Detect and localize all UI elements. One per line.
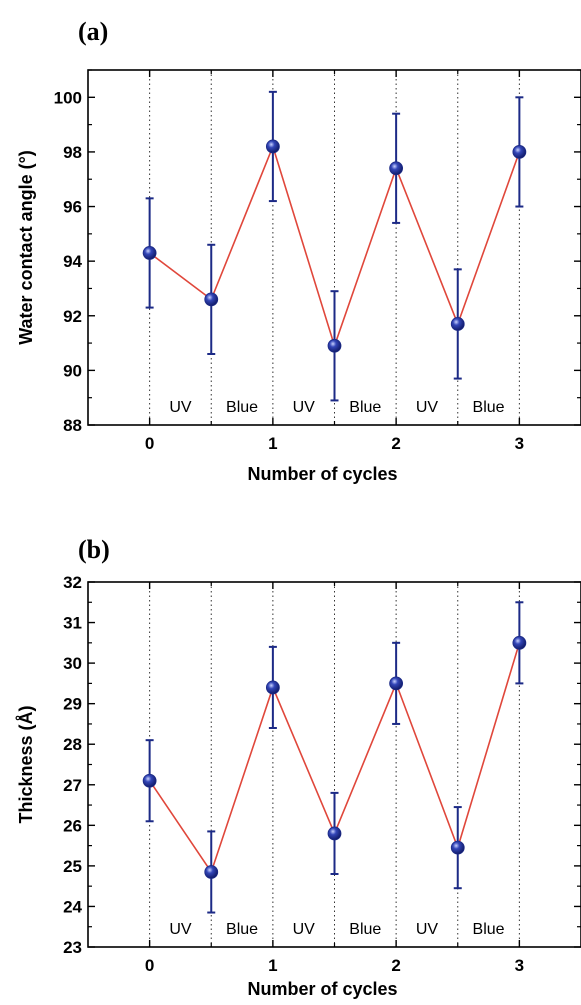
panel-label: (b)	[78, 535, 110, 564]
region-label: Blue	[349, 921, 381, 938]
x-tick-label: 3	[515, 956, 524, 975]
data-point	[142, 773, 157, 788]
y-tick-label: 98	[63, 143, 82, 162]
region-label: Blue	[226, 399, 258, 416]
y-tick-label: 30	[63, 654, 82, 673]
data-point	[327, 338, 342, 353]
data-point	[204, 865, 219, 879]
x-tick-label: 0	[145, 956, 154, 975]
data-point	[327, 826, 342, 841]
x-tick-label: 2	[391, 434, 400, 453]
y-tick-label: 88	[63, 416, 82, 435]
panel-label: (a)	[78, 17, 108, 46]
data-point	[512, 635, 527, 650]
x-tick-label: 0	[145, 434, 154, 453]
region-label: UV	[293, 399, 316, 416]
y-tick-label: 92	[63, 307, 82, 326]
data-point	[204, 292, 219, 307]
region-label: Blue	[349, 399, 381, 416]
y-tick-label: 25	[63, 857, 82, 876]
y-tick-label: 96	[63, 198, 82, 217]
y-axis-title: Water contact angle (°)	[16, 150, 36, 345]
region-label: UV	[169, 399, 192, 416]
data-point	[265, 139, 280, 154]
x-tick-label: 1	[268, 434, 277, 453]
y-tick-label: 26	[63, 816, 82, 835]
region-label: Blue	[473, 921, 505, 938]
region-label: UV	[416, 921, 439, 938]
x-tick-label: 3	[515, 434, 524, 453]
y-tick-label: 94	[63, 252, 82, 271]
data-point	[265, 680, 280, 695]
y-tick-label: 28	[63, 735, 82, 754]
y-tick-label: 29	[63, 695, 82, 714]
y-tick-label: 27	[63, 776, 82, 795]
data-point	[450, 317, 465, 331]
x-axis-title: Number of cycles	[247, 979, 397, 999]
chart-panel-a: (a) 88 90 92 94 96 98 100 0 1 2 3 UV Blue UV Blue UV Blue…	[16, 17, 581, 484]
data-point	[512, 145, 527, 159]
y-tick-label: 23	[63, 938, 82, 957]
y-tick-label: 32	[63, 573, 82, 592]
x-axis-title: Number of cycles	[247, 464, 397, 484]
region-label: Blue	[226, 921, 258, 938]
region-label: UV	[169, 921, 192, 938]
region-label: UV	[416, 399, 439, 416]
data-point	[389, 161, 404, 176]
x-tick-label: 1	[268, 956, 277, 975]
y-tick-label: 24	[63, 897, 82, 916]
y-axis-title: Thickness (Å)	[16, 705, 36, 823]
x-tick-label: 2	[391, 956, 400, 975]
y-tick-label: 100	[54, 88, 82, 107]
data-point	[389, 676, 404, 691]
region-label: Blue	[473, 399, 505, 416]
y-tick-label: 31	[63, 614, 82, 633]
data-point	[450, 840, 465, 855]
region-label: UV	[293, 921, 316, 938]
data-point	[142, 246, 157, 260]
y-tick-label: 90	[63, 361, 82, 380]
